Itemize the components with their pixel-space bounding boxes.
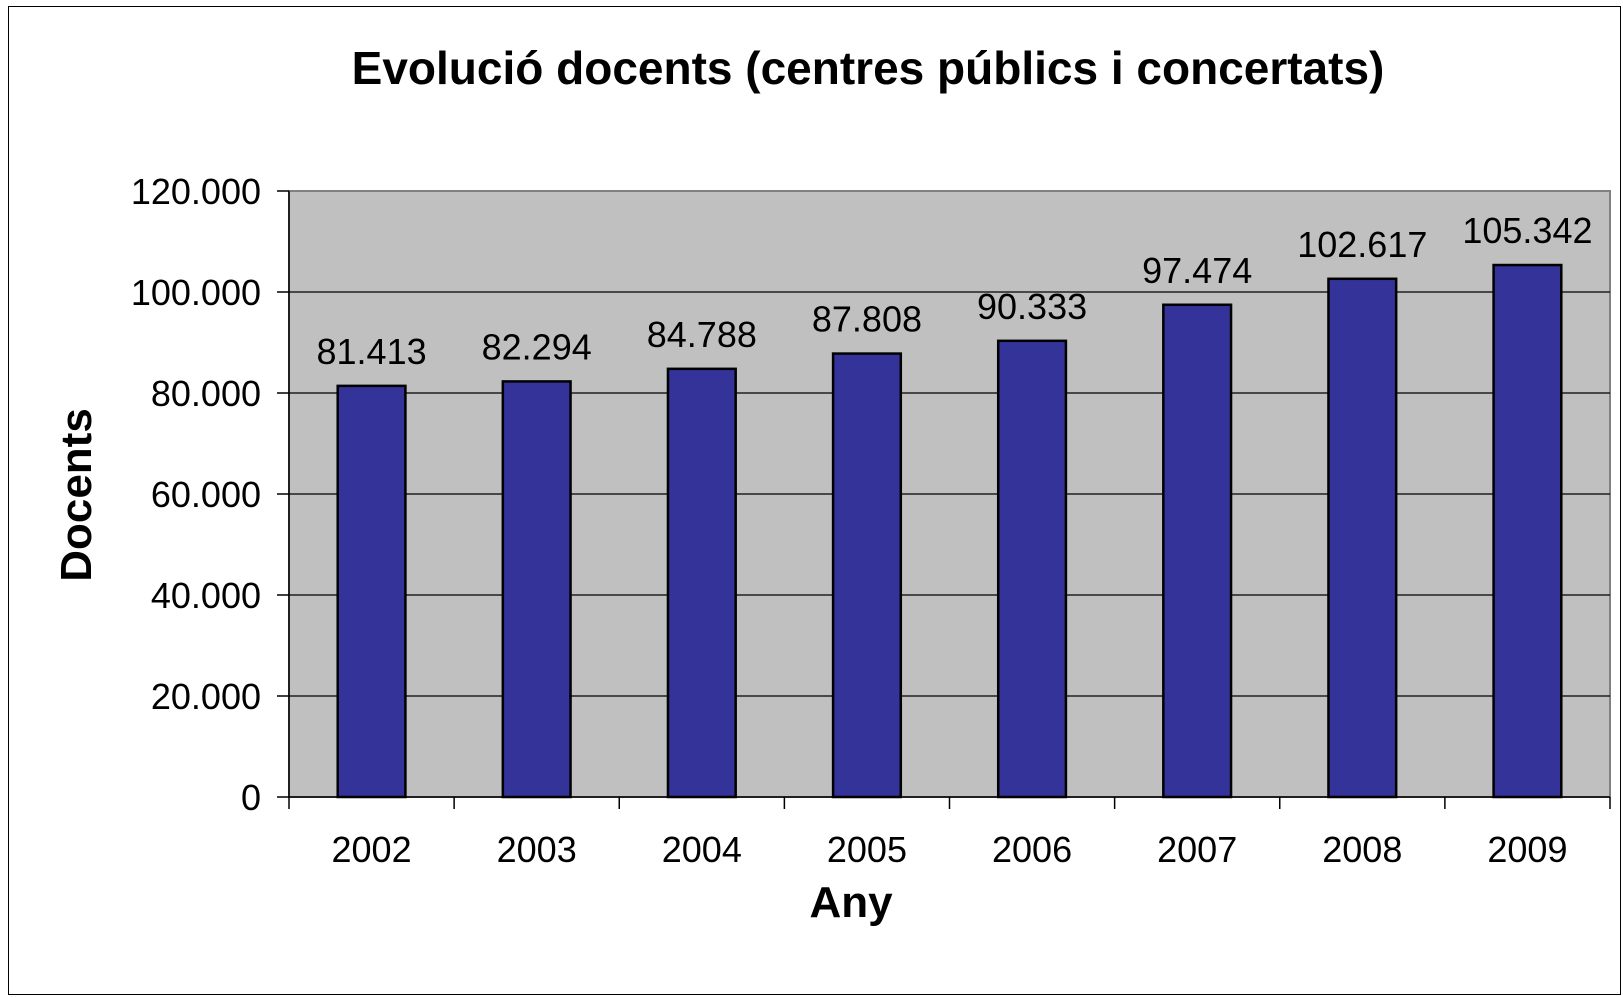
bar-2004 [666,367,737,799]
x-axis-title: Any [809,878,893,927]
y-tick-label: 20.000 [151,676,261,717]
y-tick-label: 100.000 [131,272,261,313]
data-label-2006: 90.333 [977,286,1087,327]
x-tick-label-2007: 2007 [1157,829,1237,870]
data-labels: 81.413 82.294 84.788 87.808 90.333 97.474 102.… [317,210,1593,372]
y-axis-title: Docents [52,408,101,582]
data-label-2004: 84.788 [647,314,757,355]
data-label-2002: 81.413 [317,331,427,372]
data-label-2003: 82.294 [482,326,592,367]
chart-title: Evolució docents (centres públics i conc… [352,42,1385,94]
bar-2007 [1162,303,1233,799]
data-label-2009: 105.342 [1462,210,1592,251]
x-tick-label-2006: 2006 [992,829,1072,870]
bar-2009 [1492,263,1563,799]
bar-2006 [996,339,1068,799]
bar-2003 [501,380,572,799]
axes [277,190,1611,809]
bars [336,263,1563,799]
x-tick-label-2003: 2003 [497,829,577,870]
y-tick-label: 60.000 [151,474,261,515]
y-tick-label: 40.000 [151,575,261,616]
x-tick-label-2008: 2008 [1322,829,1402,870]
bar-2008 [1327,277,1398,799]
y-tick-label: 120.000 [131,171,261,212]
x-tick-label-2004: 2004 [662,829,742,870]
data-label-2005: 87.808 [812,299,922,340]
bar-2005 [831,352,903,799]
y-tick-label: 0 [241,777,261,818]
data-label-2008: 102.617 [1297,224,1427,265]
x-tick-label-2005: 2005 [827,829,907,870]
bar-2002 [336,384,407,799]
x-tick-labels: 2002 2003 2004 2005 2006 2007 2008 2009 [332,829,1568,870]
x-tick-label-2002: 2002 [332,829,412,870]
y-tick-labels: 0 20.000 40.000 60.000 80.000 100.000 120.000 [131,171,261,818]
x-tick-label-2009: 2009 [1487,829,1567,870]
y-tick-label: 80.000 [151,373,261,414]
data-label-2007: 97.474 [1142,250,1252,291]
